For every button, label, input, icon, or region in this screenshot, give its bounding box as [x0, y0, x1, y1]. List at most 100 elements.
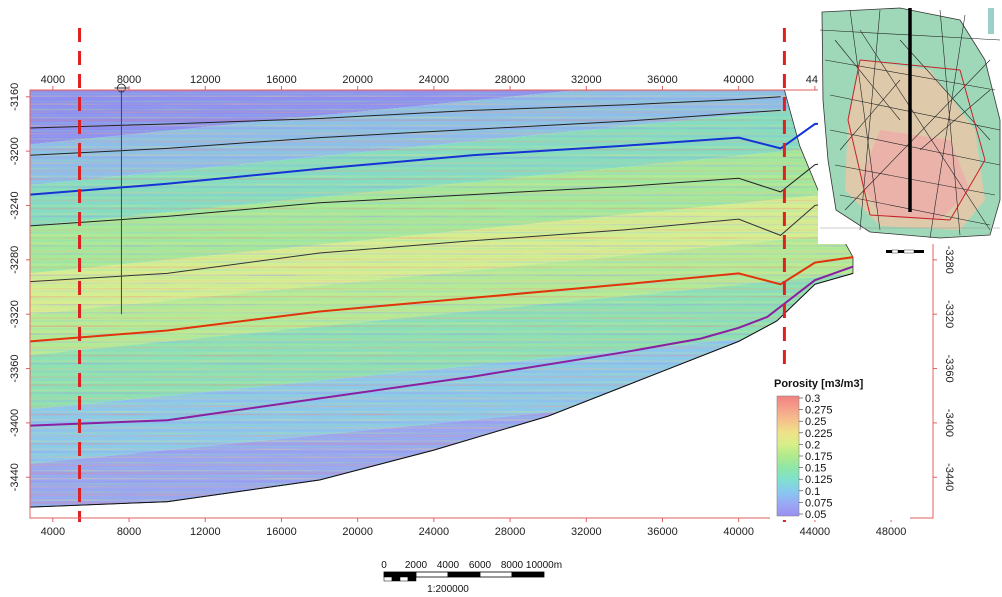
texture-strip	[30, 135, 853, 138]
texture-strip	[30, 445, 853, 448]
texture-strip	[30, 234, 853, 237]
texture-strip	[30, 271, 853, 274]
texture-strip	[30, 419, 853, 421]
texture-strip	[30, 221, 853, 223]
colorbar-labels: 0.30.2750.250.2250.20.1750.150.1250.10.0…	[799, 393, 833, 521]
x-tick-label-bottom: 8000	[117, 526, 141, 538]
texture-strip	[30, 274, 853, 277]
texture-strip	[30, 341, 853, 344]
texture-strip	[30, 239, 853, 242]
colorbar-label: 0.1	[805, 486, 820, 498]
texture-strip	[30, 306, 853, 309]
texture-strip	[30, 357, 853, 360]
inset-fault-lines	[819, 9, 1001, 239]
texture-strip	[30, 346, 853, 349]
texture-strip	[30, 408, 853, 410]
texture-strip	[30, 210, 853, 212]
y-tick-label-left: -3440	[9, 463, 21, 491]
texture-strip	[30, 427, 853, 429]
texture-strip	[30, 226, 853, 229]
texture-strip	[30, 138, 853, 140]
texture-strip	[30, 384, 853, 386]
texture-strip	[30, 250, 853, 253]
inset-scalebar	[886, 249, 924, 254]
y-tick-label-left: -3160	[9, 83, 21, 111]
texture-strip	[30, 223, 853, 226]
x-tick-label-bottom: 4000	[41, 526, 65, 538]
y-tick-label-right: -3280	[943, 246, 955, 274]
texture-strip	[30, 282, 853, 285]
texture-strip	[30, 298, 853, 301]
y-tick-label-right: -3440	[943, 463, 955, 491]
colorbar-label: 0.225	[805, 428, 833, 440]
colorbar-label: 0.125	[805, 474, 833, 486]
horizon-h4	[30, 157, 854, 227]
x-tick-label-bottom: 24000	[419, 526, 450, 538]
scale-segment	[415, 571, 449, 578]
horizon-base	[30, 272, 854, 508]
texture-strip	[30, 103, 853, 105]
texture-strip	[30, 207, 853, 210]
colorbar-label: 0.3	[805, 393, 820, 405]
x-tick-label-bottom: 12000	[190, 526, 221, 538]
texture-strip	[30, 231, 853, 234]
texture-strip	[30, 411, 853, 413]
horizon-h7	[30, 265, 854, 427]
texture-strip	[30, 100, 853, 103]
scale-subsegment	[383, 576, 393, 582]
texture-strip	[30, 183, 853, 186]
texture-strip	[30, 178, 853, 180]
texture-strip	[30, 170, 853, 172]
texture-strip	[30, 95, 853, 97]
inset-fault	[829, 129, 1001, 166]
texture-strip	[30, 392, 853, 394]
texture-strip	[30, 167, 853, 170]
scale-label: 0	[381, 560, 387, 571]
texture-strip	[30, 338, 853, 341]
texture-strip	[30, 156, 853, 159]
texture-strip	[30, 293, 853, 295]
scale-label: 4000	[437, 560, 460, 571]
texture-strip	[30, 92, 853, 95]
x-axis-bottom: 4000 8000 12000 16000 20000 24000 28000 32000 36…	[41, 518, 906, 538]
inset-map-content	[819, 7, 1001, 239]
x-tick-label-top: 36000	[647, 74, 678, 86]
texture-strip	[30, 255, 853, 258]
y-tick-label-left: -3200	[9, 137, 21, 165]
scale-label: 8000	[501, 560, 524, 571]
texture-strip	[30, 429, 853, 432]
texture-strip	[30, 432, 853, 434]
horizon-lines	[30, 96, 854, 508]
scale-bar-labels: 0 2000 4000 6000 8000 10000m	[381, 560, 562, 571]
scale-subsegment	[407, 576, 417, 582]
texture-strip	[30, 269, 853, 271]
y-tick-label-left: -3360	[9, 354, 21, 382]
texture-strip	[30, 285, 853, 287]
texture-strip	[30, 146, 853, 148]
y-tick-label-left: -3320	[9, 300, 21, 328]
colorbar-label: 0.25	[805, 416, 826, 428]
texture-strip	[30, 435, 853, 437]
texture-strip	[30, 354, 853, 357]
texture-strip	[30, 258, 853, 261]
texture-strip	[30, 186, 853, 188]
texture-strip	[30, 119, 853, 122]
scale-bar: 0 2000 4000 6000 8000 10000m 1:200000	[381, 560, 562, 595]
texture-strip	[30, 349, 853, 352]
colorbar-label: 0.075	[805, 497, 833, 509]
texture-strip	[30, 164, 853, 167]
texture-strip	[30, 368, 853, 370]
x-tick-label-top: 40000	[723, 74, 754, 86]
texture-strip	[30, 320, 853, 322]
texture-strip	[30, 373, 853, 376]
texture-strip	[30, 376, 853, 378]
texture-strip	[30, 266, 853, 269]
plot-frame	[29, 89, 934, 519]
texture-strip	[30, 443, 853, 445]
x-tick-label-top: 28000	[495, 74, 526, 86]
scale-subsegment	[391, 576, 401, 582]
texture-strip	[30, 154, 853, 156]
horizon-h3	[30, 120, 854, 196]
texture-strip	[30, 295, 853, 298]
texture-strip	[30, 397, 853, 400]
